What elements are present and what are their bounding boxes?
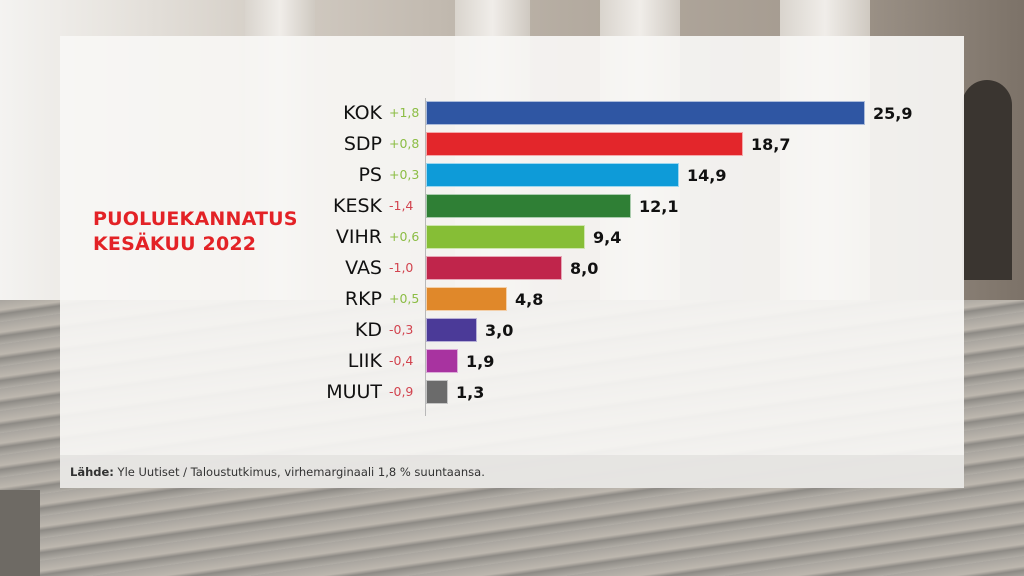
bar-row-kok: KOK +1,8 25,9: [60, 101, 964, 125]
party-label: VIHR: [335, 226, 382, 248]
value-label: 9,4: [593, 228, 622, 247]
bg-door: [962, 80, 1012, 280]
bar-row-rkp: RKP +0,5 4,8: [60, 287, 964, 311]
title-line-2: KESÄKUU 2022: [93, 233, 257, 255]
change-label: +0,5: [389, 291, 420, 306]
party-label: RKP: [344, 288, 382, 310]
bar-row-muut: MUUT -0,9 1,3: [60, 380, 964, 404]
bar-row-vas: VAS -1,0 8,0: [60, 256, 964, 280]
change-label: +1,8: [389, 105, 420, 120]
bg-post: [0, 490, 40, 576]
value-label: 14,9: [687, 166, 727, 185]
party-label: SDP: [343, 133, 382, 155]
bar-row-liik: LIIK -0,4 1,9: [60, 349, 964, 373]
change-label: -0,4: [389, 353, 414, 368]
bar-row-kesk: KESK -1,4 12,1: [60, 194, 964, 218]
change-label: +0,8: [389, 136, 420, 151]
bar: [426, 349, 458, 373]
party-label: LIIK: [347, 350, 382, 372]
source-label: Lähde:: [70, 465, 114, 479]
party-label: PS: [358, 164, 382, 186]
footer-strip: [60, 455, 964, 488]
bar-row-kd: KD -0,3 3,0: [60, 318, 964, 342]
party-label: KD: [354, 319, 382, 341]
value-label: 25,9: [873, 104, 913, 123]
value-label: 12,1: [639, 197, 679, 216]
change-label: -0,3: [389, 322, 414, 337]
bar: [426, 318, 477, 342]
bar: [426, 287, 507, 311]
bar: [426, 225, 585, 249]
bar: [426, 132, 743, 156]
change-label: -1,4: [389, 198, 414, 213]
value-label: 8,0: [570, 259, 599, 278]
y-axis-line: [425, 98, 426, 416]
value-label: 18,7: [751, 135, 791, 154]
bar-row-ps: PS +0,3 14,9: [60, 163, 964, 187]
change-label: +0,3: [389, 167, 420, 182]
source-text: Yle Uutiset / Taloustutkimus, virhemargi…: [113, 465, 485, 479]
party-label: KOK: [343, 102, 382, 124]
value-label: 4,8: [515, 290, 544, 309]
bar: [426, 163, 679, 187]
title-line-1: PUOLUEKANNATUS: [93, 208, 298, 230]
chart-title: PUOLUEKANNATUS KESÄKUU 2022: [93, 207, 298, 257]
change-label: -1,0: [389, 260, 414, 275]
bar: [426, 380, 448, 404]
bar: [426, 256, 562, 280]
source-note: Lähde: Yle Uutiset / Taloustutkimus, vir…: [70, 465, 485, 479]
bar-row-vihr: VIHR +0,6 9,4: [60, 225, 964, 249]
change-label: +0,6: [389, 229, 420, 244]
value-label: 3,0: [485, 321, 514, 340]
party-label: MUUT: [326, 381, 382, 403]
value-label: 1,9: [466, 352, 495, 371]
change-label: -0,9: [389, 384, 414, 399]
bar-row-sdp: SDP +0,8 18,7: [60, 132, 964, 156]
party-label: VAS: [345, 257, 382, 279]
party-label: KESK: [333, 195, 382, 217]
bar: [426, 101, 865, 125]
chart-panel: PUOLUEKANNATUS KESÄKUU 2022 KOK +1,8 25,9 S…: [60, 36, 964, 488]
bar: [426, 194, 631, 218]
value-label: 1,3: [456, 383, 485, 402]
